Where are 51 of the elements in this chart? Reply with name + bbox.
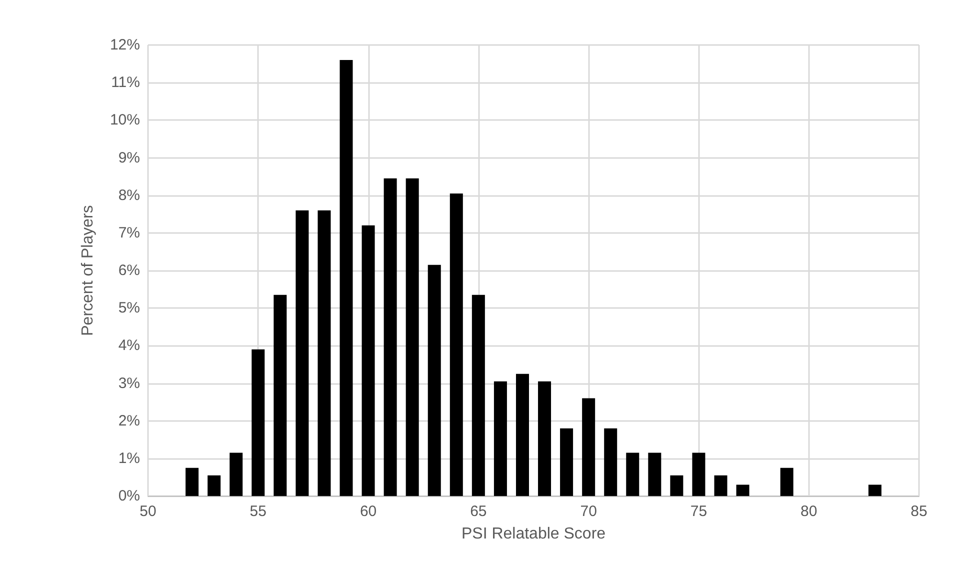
bar (362, 225, 375, 496)
y-tick-label: 11% (111, 74, 140, 92)
y-tick-label: 5% (118, 300, 140, 317)
bar (450, 193, 463, 496)
bar (230, 452, 243, 496)
bar (340, 60, 353, 496)
bar (186, 468, 199, 496)
x-axis-title: PSI Relatable Score (461, 526, 606, 542)
y-tick-label: 8% (118, 186, 140, 204)
x-tick-label: 75 (690, 503, 708, 520)
y-tick-label: 7% (118, 224, 140, 242)
bar (516, 374, 529, 496)
bar (428, 264, 441, 496)
bar (670, 475, 684, 496)
bar (384, 178, 397, 496)
bar (736, 484, 750, 496)
y-tick-label: 10% (110, 112, 140, 129)
x-tick-label: 50 (140, 503, 156, 520)
bar (494, 381, 507, 496)
y-tick-label: 12% (110, 36, 140, 54)
bar (560, 428, 574, 496)
bar (406, 178, 419, 496)
bar (252, 349, 265, 496)
bar (472, 294, 485, 496)
y-axis-title: Percent of Players (80, 205, 96, 336)
bar (714, 475, 728, 496)
bar (868, 484, 882, 496)
bar (538, 381, 552, 496)
y-tick-label: 1% (118, 450, 140, 467)
y-tick-label: 2% (118, 412, 140, 430)
bar (626, 452, 640, 496)
y-tick-label: 4% (118, 337, 140, 354)
bar (296, 210, 309, 496)
bar (582, 398, 596, 496)
x-tick-label: 60 (360, 503, 377, 520)
bar (780, 468, 794, 496)
y-tick-label: 9% (118, 149, 140, 166)
y-tick-label: 3% (118, 374, 140, 392)
bar (208, 475, 221, 496)
x-tick-label: 70 (580, 503, 597, 520)
x-tick-label: 80 (800, 503, 818, 520)
bar (318, 210, 331, 496)
y-tick-label: 0% (118, 488, 140, 504)
x-tick-label: 65 (470, 503, 487, 520)
bar (604, 428, 618, 496)
bar (274, 294, 287, 496)
bar (648, 452, 662, 496)
bar (692, 452, 706, 496)
y-tick-label: 6% (118, 262, 140, 279)
x-tick-label: 85 (910, 503, 928, 520)
x-tick-label: 55 (250, 503, 266, 520)
